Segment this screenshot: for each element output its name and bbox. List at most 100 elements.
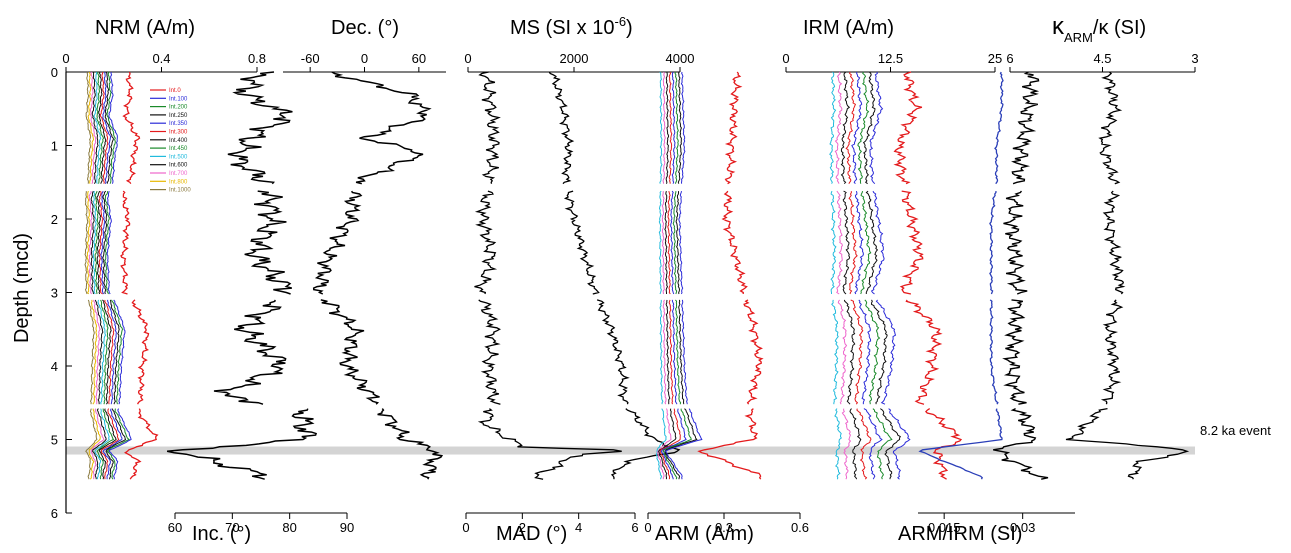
nrm-Int.0-section-2 xyxy=(131,299,150,405)
arm-demag-2-section-1 xyxy=(664,190,669,294)
irm-demag-1-section-1 xyxy=(836,190,843,295)
nrm-top-tick-label: 0.4 xyxy=(152,51,170,66)
arm-demag-7-section-3 xyxy=(664,408,703,480)
karm-title-sub: ARM xyxy=(1064,30,1093,45)
karm-title-kappa: κ xyxy=(1052,13,1065,40)
nrm-Int.400-section-2 xyxy=(102,299,112,405)
nrm-Int.800-section-1 xyxy=(86,190,91,295)
nrm-Int.250-section-3 xyxy=(105,408,127,480)
legend-label: Int.350 xyxy=(169,121,188,127)
armirm-series-section-1 xyxy=(989,191,997,295)
irm-demag-4-section-3 xyxy=(863,408,883,480)
irm-demag-5-section-2 xyxy=(864,299,881,405)
inc-bottom-tick-label: 70 xyxy=(225,520,239,535)
irm-demag-5-section-3 xyxy=(872,408,893,480)
depth-tick-label: 6 xyxy=(51,506,58,521)
legend: Int.0 Int.100 Int.200 Int.250 Int.350 Int.300… xyxy=(150,88,191,194)
depth-tick-label: 3 xyxy=(51,286,58,301)
arm-red-series-section-3 xyxy=(697,408,762,480)
nrm-Int.700-section-0 xyxy=(89,71,97,184)
event-band xyxy=(66,446,1195,455)
karm-top-tick-label: 6 xyxy=(1006,51,1013,66)
nrm-Int.0-section-0 xyxy=(122,71,141,185)
nrm-Int.200-section-1 xyxy=(104,191,110,295)
dec-series-section-0 xyxy=(331,71,432,185)
inc-bottom-tick-label: 90 xyxy=(340,520,354,535)
ms-top-tick-label: 2000 xyxy=(560,51,589,66)
irm-demag-3-section-2 xyxy=(850,299,864,405)
nrm-Int.1000-section-2 xyxy=(87,299,95,405)
dec-top-tick-label: 0 xyxy=(361,51,368,66)
armirm-black-series-section-2 xyxy=(1002,299,1027,405)
nrm-Int.200-section-2 xyxy=(111,299,124,405)
nrm-Int.450-section-1 xyxy=(94,190,99,295)
nrm-Int.800-section-2 xyxy=(90,299,98,405)
inc-bottom-tick-label: 80 xyxy=(282,520,296,535)
armirm-black-series-section-3 xyxy=(993,407,1049,480)
dec-top-tick-label: -60 xyxy=(301,51,320,66)
legend-label: Int.200 xyxy=(169,105,188,111)
ms-title-sup: -6 xyxy=(614,14,626,29)
arm-demag-3-section-2 xyxy=(668,299,674,405)
irm-demag-0-section-2 xyxy=(831,299,839,405)
arm-demag-4-section-0 xyxy=(671,71,676,184)
arm-demag-7-section-2 xyxy=(681,299,688,405)
nrm-Int.600-section-1 xyxy=(90,190,95,295)
irm-demag-6-section-0 xyxy=(862,71,876,185)
inc-title: Inc. (°) xyxy=(192,523,251,545)
irm-demag-2-section-0 xyxy=(840,71,851,185)
dec-series-section-3 xyxy=(377,408,444,480)
nrm-Int.450-section-3 xyxy=(96,408,115,480)
depth-axis-label: Depth (mcd) xyxy=(11,233,33,343)
nrm-Int.400-section-3 xyxy=(98,408,117,480)
arm-demag-6-section-1 xyxy=(675,191,681,295)
arm-demag-1-section-2 xyxy=(662,299,667,405)
armirm-series-section-2 xyxy=(989,299,999,405)
nrm-Int.0-section-1 xyxy=(120,190,131,295)
mad-bottom-tick-label: 0 xyxy=(462,520,469,535)
irm-red-series-section-0 xyxy=(893,71,923,185)
irm-red-series-section-2 xyxy=(905,299,943,405)
arm-demag-2-section-2 xyxy=(665,299,671,405)
arm-title: ARM (A/m) xyxy=(655,523,754,545)
irm-red-series-section-3 xyxy=(924,408,963,480)
nrm-Int.500-section-0 xyxy=(93,71,102,184)
irm-demag-1-section-0 xyxy=(834,71,843,184)
legend-label: Int.0 xyxy=(169,88,181,94)
nrm-Int.350-section-3 xyxy=(102,408,123,480)
ms-series-section-3 xyxy=(610,408,681,480)
nrm-Int.400-section-0 xyxy=(98,71,107,184)
legend-label: Int.800 xyxy=(169,179,188,185)
nrm-Int.800-section-0 xyxy=(87,71,95,184)
armirm-series-section-3 xyxy=(918,408,1003,480)
karm-series-section-0 xyxy=(1098,71,1123,185)
irm-demag-3-section-0 xyxy=(845,71,857,184)
nrm-Int.500-section-1 xyxy=(92,190,97,295)
mad-bottom-tick-label: 4 xyxy=(575,520,582,535)
nrm-Int.500-section-3 xyxy=(94,408,110,480)
irm-red-series-section-1 xyxy=(899,190,924,295)
depth-tick-label: 5 xyxy=(51,433,58,448)
irm-top-tick-label: 12.5 xyxy=(878,51,903,66)
irm-demag-5-section-0 xyxy=(857,71,870,184)
dec-title: Dec. (°) xyxy=(331,17,399,39)
nrm-Int.100-section-3 xyxy=(108,408,132,480)
nrm-Int.700-section-3 xyxy=(90,408,105,480)
armirm-black-series-section-0 xyxy=(1011,71,1040,185)
arm-demag-0-section-0 xyxy=(659,71,663,184)
nrm-Int.350-section-1 xyxy=(100,190,106,295)
nrm-Int.100-section-2 xyxy=(113,299,126,405)
nrm-Int.300-section-0 xyxy=(99,71,109,184)
arm-demag-7-section-0 xyxy=(680,71,686,184)
legend-label: Int.1000 xyxy=(169,188,191,194)
mad-series-section-1 xyxy=(474,190,498,295)
nrm-Int.350-section-2 xyxy=(107,299,117,405)
nrm-Int.700-section-1 xyxy=(88,191,93,295)
arm-demag-7-section-1 xyxy=(678,190,684,295)
ms-title: MS (SI x 10-6) xyxy=(510,14,633,39)
irm-demag-4-section-0 xyxy=(851,72,863,185)
inc-series-section-1 xyxy=(244,190,292,295)
legend-label: Int.250 xyxy=(169,113,188,119)
